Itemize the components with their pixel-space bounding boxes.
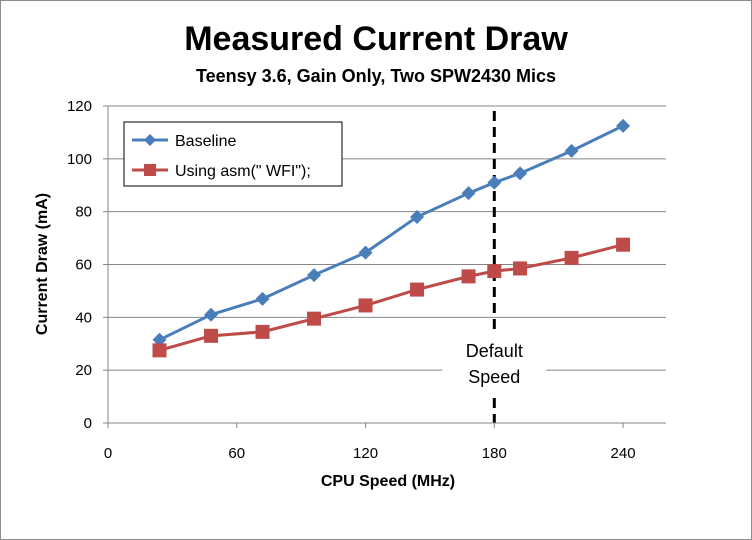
legend-box bbox=[123, 121, 343, 187]
series-line-1 bbox=[159, 243, 624, 352]
data-point-square bbox=[564, 250, 579, 265]
data-point-square bbox=[358, 298, 373, 313]
x-tick-label: 180 bbox=[482, 445, 507, 462]
y-tick-label: 40 bbox=[75, 309, 92, 326]
data-point-diamond bbox=[255, 291, 270, 306]
legend-label: Baseline bbox=[175, 133, 236, 150]
x-axis-title: CPU Speed (MHz) bbox=[321, 473, 455, 490]
data-point-square bbox=[307, 311, 322, 326]
data-point-diamond bbox=[487, 175, 502, 190]
data-point-square bbox=[513, 261, 528, 276]
y-tick-label: 120 bbox=[67, 98, 92, 115]
x-tick-label: 240 bbox=[611, 445, 636, 462]
data-point-diamond bbox=[461, 186, 476, 201]
data-point-square bbox=[616, 237, 631, 252]
data-point-square bbox=[487, 264, 502, 279]
x-tick-label: 60 bbox=[228, 445, 245, 462]
x-tick-label: 0 bbox=[104, 445, 112, 462]
legend-marker-diamond bbox=[144, 134, 156, 146]
data-point-diamond bbox=[358, 245, 373, 260]
y-tick-label: 60 bbox=[75, 257, 92, 274]
default-speed-label: Speed bbox=[468, 367, 520, 387]
data-point-diamond bbox=[307, 268, 322, 283]
y-tick-label: 100 bbox=[67, 151, 92, 168]
data-point-diamond bbox=[204, 307, 219, 322]
data-point-square bbox=[204, 328, 219, 343]
data-point-square bbox=[152, 343, 167, 358]
data-point-diamond bbox=[513, 166, 528, 181]
data-point-square bbox=[255, 324, 270, 339]
y-axis-title: Current Draw (mA) bbox=[34, 193, 51, 335]
data-point-diamond bbox=[564, 143, 579, 158]
tick-labels: 0 20 40 60 80 100 120 0 60 120 180 240 bbox=[67, 98, 636, 462]
series-group bbox=[152, 118, 631, 358]
y-tick-label: 80 bbox=[75, 204, 92, 221]
x-tick-label: 120 bbox=[353, 445, 378, 462]
default-speed-label-bg bbox=[442, 335, 547, 398]
chart-title: Measured Current Draw bbox=[184, 20, 568, 58]
data-point-square bbox=[461, 269, 476, 284]
default-speed-label: Default bbox=[466, 341, 523, 361]
axes bbox=[103, 105, 666, 428]
y-tick-label: 0 bbox=[84, 415, 92, 432]
default-speed-line-group: Default Speed bbox=[442, 111, 547, 423]
legend-marker-square bbox=[144, 164, 156, 176]
data-point-diamond bbox=[410, 209, 425, 224]
data-point-diamond bbox=[152, 332, 167, 347]
y-tick-label: 20 bbox=[75, 362, 92, 379]
data-point-square bbox=[410, 282, 425, 297]
data-point-diamond bbox=[616, 118, 631, 133]
legend-label: Using asm(" WFI"); bbox=[175, 163, 311, 180]
legend: Baseline Using asm(" WFI"); bbox=[123, 121, 343, 187]
chart-subtitle: Teensy 3.6, Gain Only, Two SPW2430 Mics bbox=[195, 66, 557, 86]
